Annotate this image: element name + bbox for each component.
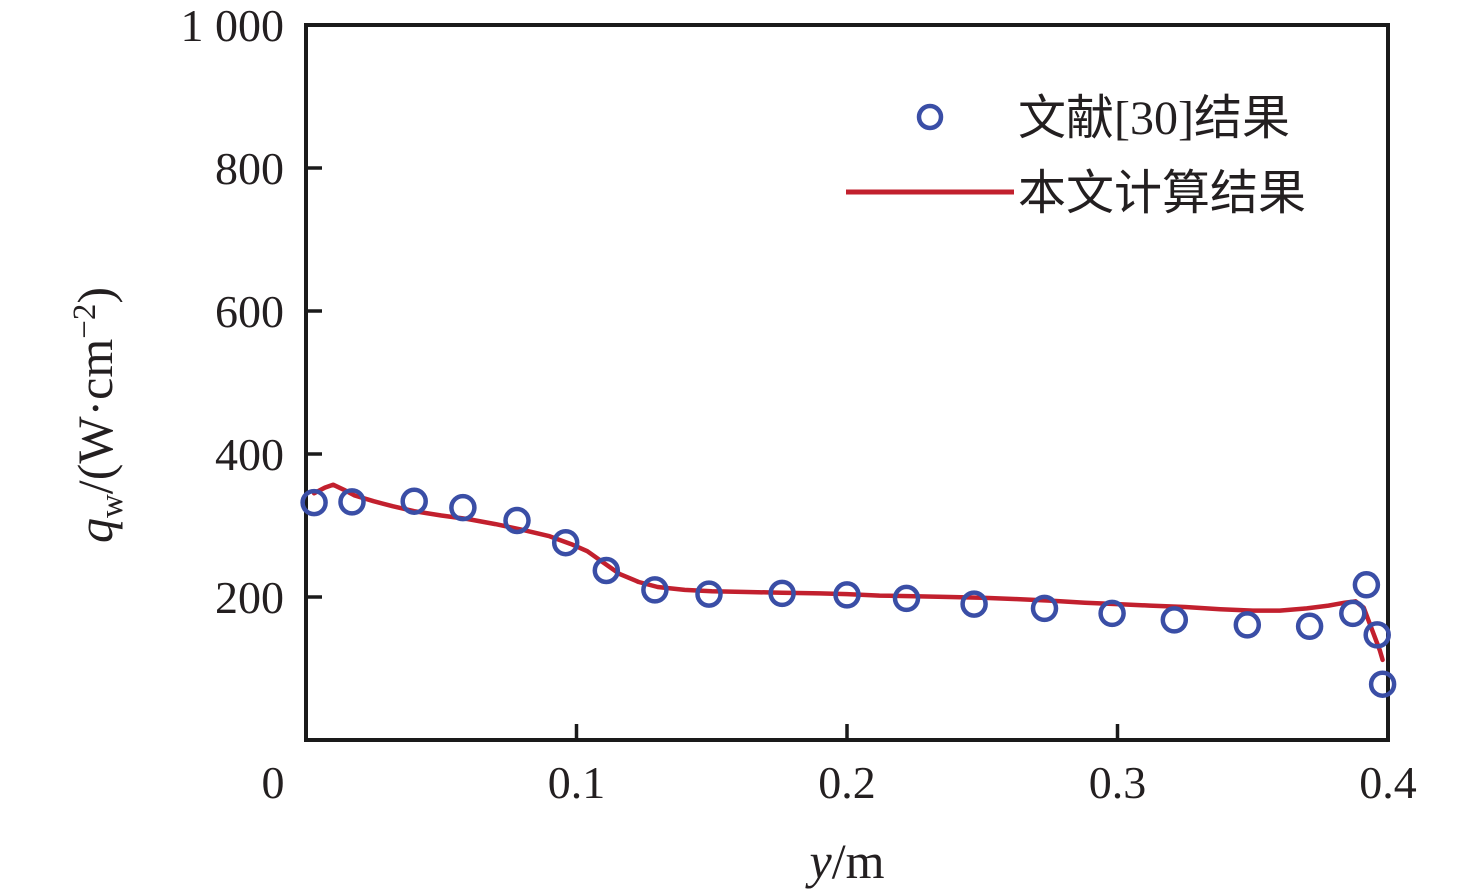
y-tick-label: 400 bbox=[215, 429, 284, 480]
legend-label-reference: 文献[30]结果 bbox=[1018, 92, 1290, 145]
y-tick-label: 600 bbox=[215, 286, 284, 337]
data-point-circle bbox=[1233, 611, 1262, 639]
data-point-circle bbox=[768, 579, 796, 608]
data-point-circle bbox=[1030, 594, 1059, 623]
x-tick-label: 0.4 bbox=[1359, 757, 1417, 808]
data-point-circle bbox=[1295, 612, 1324, 641]
data-point-circle bbox=[1339, 599, 1367, 628]
data-point-circle bbox=[338, 488, 366, 516]
data-point-circle bbox=[503, 506, 531, 535]
data-point-circle bbox=[449, 493, 477, 522]
data-point-circle bbox=[1160, 606, 1189, 634]
data-point-circle bbox=[1363, 621, 1391, 649]
data-point-circle bbox=[641, 576, 669, 604]
data-point-circle bbox=[833, 581, 861, 609]
data-point-circle bbox=[960, 590, 988, 618]
plot-frame bbox=[304, 23, 1390, 742]
data-point-circle bbox=[1352, 571, 1381, 599]
data-point-circle bbox=[300, 488, 328, 517]
x-tick-label: 0.1 bbox=[548, 757, 606, 808]
data-point-circle bbox=[695, 580, 723, 608]
line-series-computed-result bbox=[311, 482, 1385, 663]
data-point-circle bbox=[592, 556, 621, 585]
x-axis-title: y/m bbox=[805, 833, 885, 889]
legend-label-computed: 本文计算结果 bbox=[1018, 167, 1306, 220]
y-tick-label: 800 bbox=[215, 143, 284, 194]
x-tick-label: 0.3 bbox=[1089, 757, 1147, 808]
x-axis-ticks: 0.1 0.2 0.3 0.4 bbox=[548, 724, 1417, 808]
origin-tick-label: 0 bbox=[262, 757, 285, 808]
y-axis-title: qw/(W·cm−2) bbox=[67, 287, 130, 543]
scatter-series-reference-data bbox=[300, 487, 1397, 698]
data-point-circle bbox=[400, 487, 428, 515]
x-tick-label: 0.2 bbox=[818, 757, 876, 808]
legend-scatter-marker-icon bbox=[916, 103, 944, 131]
y-tick-label: 200 bbox=[215, 572, 284, 623]
data-point-circle bbox=[892, 584, 921, 613]
data-point-circle bbox=[551, 528, 580, 557]
y-tick-label: 1 000 bbox=[181, 0, 285, 51]
data-point-circle bbox=[1368, 670, 1397, 698]
y-axis-ticks: 200 400 600 800 1 000 bbox=[181, 0, 322, 623]
data-point-circle bbox=[1098, 599, 1126, 628]
